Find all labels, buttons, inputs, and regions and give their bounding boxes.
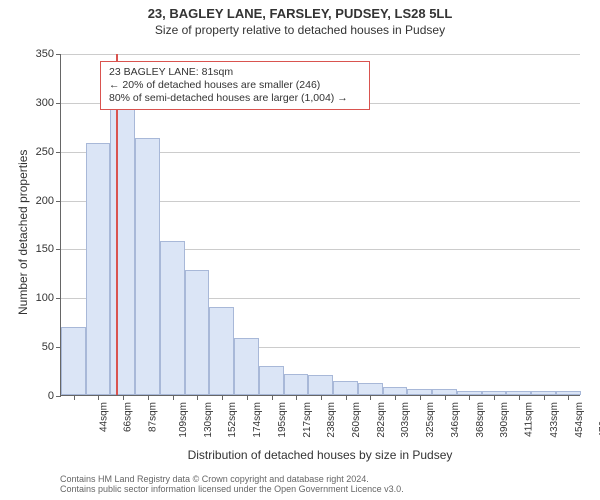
histogram-bar: [209, 307, 234, 395]
histogram-bar: [284, 374, 309, 395]
footer: Contains HM Land Registry data © Crown c…: [60, 474, 404, 494]
histogram-bar: [308, 375, 333, 395]
x-axis-label: Distribution of detached houses by size …: [60, 448, 580, 462]
histogram-bar: [259, 366, 284, 395]
ytick-mark: [56, 152, 61, 153]
xtick-label: 390sqm: [500, 402, 511, 438]
ytick-label: 150: [14, 243, 54, 255]
xtick-label: 238sqm: [326, 402, 337, 438]
xtick-mark: [98, 395, 99, 400]
xtick-mark: [568, 395, 569, 400]
ytick-mark: [56, 54, 61, 55]
footer-line-0: Contains HM Land Registry data © Crown c…: [60, 474, 404, 484]
xtick-mark: [544, 395, 545, 400]
xtick-mark: [222, 395, 223, 400]
xtick-label: 325sqm: [425, 402, 436, 438]
xtick-label: 260sqm: [351, 402, 362, 438]
annotation-box: 23 BAGLEY LANE: 81sqm ← 20% of detached …: [100, 61, 370, 110]
annotation-line-0: 23 BAGLEY LANE: 81sqm: [109, 66, 361, 79]
xtick-mark: [272, 395, 273, 400]
xtick-mark: [321, 395, 322, 400]
xtick-label: 217sqm: [302, 402, 313, 438]
xtick-mark: [74, 395, 75, 400]
footer-line-1: Contains public sector information licen…: [60, 484, 404, 494]
ytick-mark: [56, 201, 61, 202]
ytick-label: 300: [14, 97, 54, 109]
xtick-mark: [247, 395, 248, 400]
annotation-line-2: 80% of semi-detached houses are larger (…: [109, 92, 361, 105]
xtick-mark: [370, 395, 371, 400]
histogram-bar: [234, 338, 259, 395]
xtick-label: 433sqm: [549, 402, 560, 438]
xtick-label: 346sqm: [450, 402, 461, 438]
xtick-label: 130sqm: [203, 402, 214, 438]
ytick-mark: [56, 103, 61, 104]
histogram-bar: [135, 138, 160, 395]
annotation-line-1: ← 20% of detached houses are smaller (24…: [109, 79, 361, 92]
histogram-bar: [383, 387, 408, 395]
gridline: [61, 54, 580, 55]
histogram-bar: [358, 383, 383, 395]
xtick-label: 195sqm: [277, 402, 288, 438]
xtick-mark: [148, 395, 149, 400]
xtick-mark: [346, 395, 347, 400]
chart-subtitle: Size of property relative to detached ho…: [0, 23, 600, 37]
xtick-label: 152sqm: [227, 402, 238, 438]
xtick-mark: [197, 395, 198, 400]
xtick-label: 282sqm: [376, 402, 387, 438]
histogram-bar: [185, 270, 210, 395]
ytick-mark: [56, 249, 61, 250]
xtick-label: 66sqm: [123, 402, 134, 432]
xtick-label: 44sqm: [98, 402, 109, 432]
xtick-mark: [173, 395, 174, 400]
xtick-mark: [395, 395, 396, 400]
xtick-label: 174sqm: [252, 402, 263, 438]
xtick-mark: [519, 395, 520, 400]
ytick-label: 250: [14, 146, 54, 158]
xtick-mark: [123, 395, 124, 400]
xtick-mark: [494, 395, 495, 400]
xtick-label: 454sqm: [574, 402, 585, 438]
xtick-mark: [420, 395, 421, 400]
histogram-bar: [86, 143, 111, 395]
xtick-label: 411sqm: [524, 402, 535, 437]
ytick-label: 100: [14, 292, 54, 304]
y-axis-label: Number of detached properties: [16, 150, 30, 315]
chart-root: 23, BAGLEY LANE, FARSLEY, PUDSEY, LS28 5…: [0, 6, 600, 500]
xtick-label: 368sqm: [475, 402, 486, 438]
xtick-label: 87sqm: [148, 402, 159, 432]
histogram-bar: [160, 241, 185, 395]
ytick-mark: [56, 396, 61, 397]
xtick-label: 109sqm: [178, 402, 189, 438]
ytick-label: 50: [14, 341, 54, 353]
ytick-label: 200: [14, 195, 54, 207]
xtick-mark: [296, 395, 297, 400]
histogram-bar: [61, 327, 86, 395]
ytick-label: 0: [14, 390, 54, 402]
xtick-mark: [445, 395, 446, 400]
ytick-mark: [56, 298, 61, 299]
xtick-label: 303sqm: [401, 402, 412, 438]
chart-title: 23, BAGLEY LANE, FARSLEY, PUDSEY, LS28 5…: [0, 6, 600, 21]
xtick-mark: [469, 395, 470, 400]
ytick-mark: [56, 347, 61, 348]
ytick-label: 350: [14, 48, 54, 60]
histogram-bar: [110, 102, 135, 395]
histogram-bar: [333, 381, 358, 395]
